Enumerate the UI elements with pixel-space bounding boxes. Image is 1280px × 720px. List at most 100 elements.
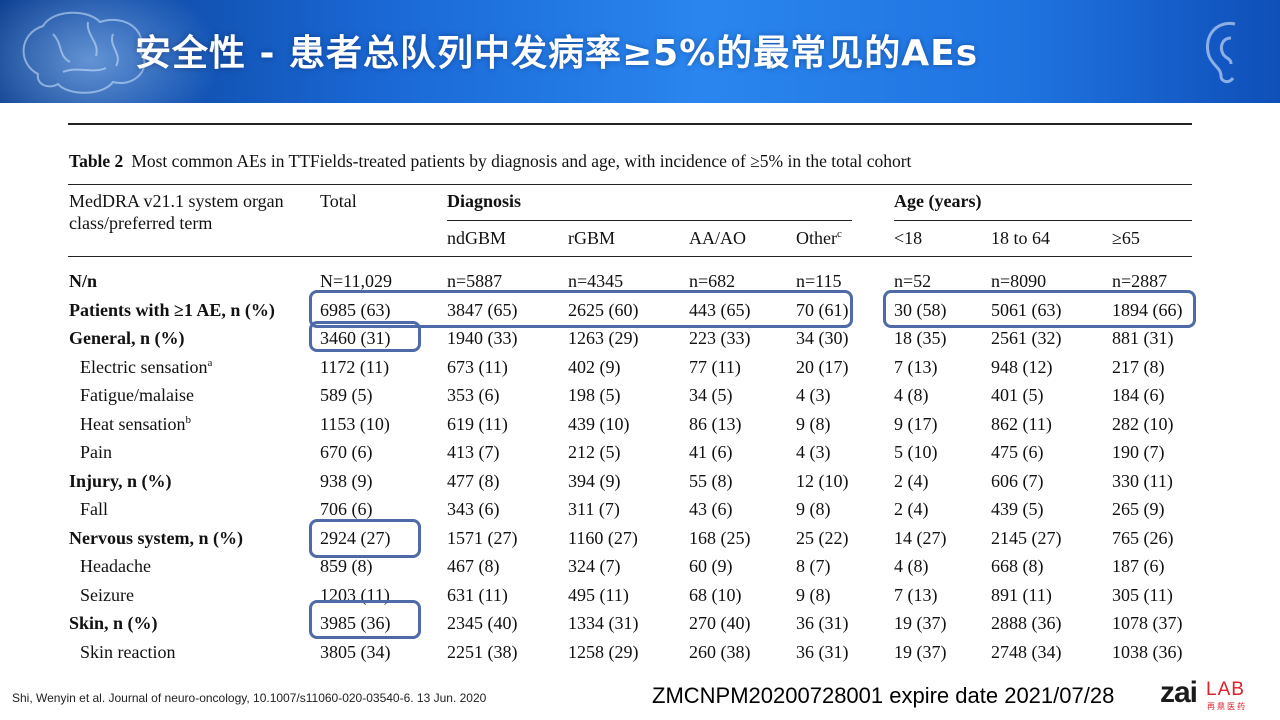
cell-total: 1172 (11) xyxy=(320,356,390,377)
row-term-text: General, n (%) xyxy=(69,328,185,348)
cell-total: 938 (9) xyxy=(320,470,373,491)
cell-65-plus: 881 (31) xyxy=(1112,328,1174,348)
cell-rgbm: 394 (9) xyxy=(568,470,621,491)
cell-18-to-64: 2888 (36) xyxy=(991,613,1062,633)
cell-ndgbm: 477 (8) xyxy=(447,470,500,491)
cell-other: 4 (3) xyxy=(796,442,831,462)
cell-under-18: 30 (58) xyxy=(894,299,947,320)
age-group-rule xyxy=(894,220,1192,221)
cell-total: 589 (5) xyxy=(320,385,373,405)
cell-65-plus: 1078 (37) xyxy=(1112,613,1183,633)
table-caption-label: Table 2 xyxy=(69,151,124,171)
cell-rgbm: 1334 (31) xyxy=(568,613,639,633)
cell-aa-ao: 77 (11) xyxy=(689,356,741,377)
header-age: Age (years) xyxy=(894,191,982,211)
brain-icon xyxy=(22,11,146,94)
row-term: Fall xyxy=(80,498,108,520)
cell-rgbm: 1258 (29) xyxy=(568,641,639,662)
row-term: Seizure xyxy=(80,584,134,606)
table-top-rule xyxy=(68,123,1192,125)
cell-ndgbm: 467 (8) xyxy=(447,556,500,576)
header-term-line2: class/preferred term xyxy=(69,213,213,233)
header-under-18: <18 xyxy=(894,228,923,248)
row-term-text: Seizure xyxy=(80,584,134,605)
cell-under-18: 5 (10) xyxy=(894,442,938,462)
cell-other: 12 (10) xyxy=(796,470,849,491)
cell-aa-ao: 60 (9) xyxy=(689,556,733,576)
header-diagnosis: Diagnosis xyxy=(447,191,522,211)
highlight-box-skin xyxy=(309,600,421,639)
row-term-text: N/n xyxy=(69,271,98,291)
row-term: Skin reaction xyxy=(80,641,175,663)
logo-sub: 再鼎医药 xyxy=(1207,702,1247,711)
header-18-to-64: 18 to 64 xyxy=(991,228,1051,248)
cell-under-18: 19 (37) xyxy=(894,613,947,633)
header-ndgbm: ndGBM xyxy=(447,228,507,248)
cell-under-18: 14 (27) xyxy=(894,527,947,548)
row-term-text: Pain xyxy=(80,442,113,462)
cell-total: 2924 (27) xyxy=(320,527,391,548)
row-term: Patients with ≥1 AE, n (%) xyxy=(69,299,275,321)
cell-other: 25 (22) xyxy=(796,527,849,548)
cell-ndgbm: 343 (6) xyxy=(447,499,500,519)
row-term: Headache xyxy=(80,555,151,577)
cell-65-plus: 330 (11) xyxy=(1112,470,1173,491)
cell-other: 34 (30) xyxy=(796,328,849,348)
cell-65-plus: 282 (10) xyxy=(1112,413,1174,434)
row-term-text: Heat sensation xyxy=(80,413,186,434)
cell-aa-ao: 86 (13) xyxy=(689,413,742,434)
cell-under-18: 4 (8) xyxy=(894,385,929,405)
row-term: General, n (%) xyxy=(69,327,184,349)
cell-18-to-64: 668 (8) xyxy=(991,556,1044,576)
cell-65-plus: n=2887 xyxy=(1112,271,1168,291)
row-term: N/n xyxy=(69,270,97,292)
cell-under-18: n=52 xyxy=(894,271,932,291)
row-term: Skin, n (%) xyxy=(69,612,158,634)
cell-aa-ao: 68 (10) xyxy=(689,584,742,605)
row-term: Electric sensationa xyxy=(80,356,212,378)
cell-18-to-64: 2561 (32) xyxy=(991,328,1062,348)
cell-18-to-64: 5061 (63) xyxy=(991,299,1062,320)
header-other-label: Other xyxy=(796,228,837,248)
cell-rgbm: 402 (9) xyxy=(568,356,621,377)
cell-total: 706 (6) xyxy=(320,499,373,519)
cell-ndgbm: 2345 (40) xyxy=(447,613,518,633)
cell-ndgbm: 2251 (38) xyxy=(447,641,518,662)
header-rgbm: rGBM xyxy=(568,228,616,248)
cell-aa-ao: 34 (5) xyxy=(689,385,733,405)
row-term: Nervous system, n (%) xyxy=(69,527,243,549)
cell-other: 9 (8) xyxy=(796,499,831,519)
cell-18-to-64: 2145 (27) xyxy=(991,527,1062,548)
cell-ndgbm: 353 (6) xyxy=(447,385,500,405)
cell-rgbm: 1160 (27) xyxy=(568,527,638,548)
ear-icon xyxy=(1206,21,1236,84)
cell-total: 3985 (36) xyxy=(320,613,391,633)
row-term-text: Headache xyxy=(80,556,151,576)
cell-under-18: 18 (35) xyxy=(894,328,947,348)
cell-18-to-64: 891 (11) xyxy=(991,584,1052,605)
row-term: Pain xyxy=(80,441,112,463)
cell-ndgbm: n=5887 xyxy=(447,271,503,291)
cell-under-18: 19 (37) xyxy=(894,641,947,662)
cell-aa-ao: 260 (38) xyxy=(689,641,751,662)
row-term-text: Fatigue/malaise xyxy=(80,385,194,405)
highlight-box-general xyxy=(309,321,421,352)
cell-total: 3805 (34) xyxy=(320,641,391,662)
header-aa-ao: AA/AO xyxy=(689,228,746,248)
cell-rgbm: 311 (7) xyxy=(568,499,620,519)
cell-65-plus: 1038 (36) xyxy=(1112,641,1183,662)
cell-18-to-64: 606 (7) xyxy=(991,470,1044,491)
row-term-text: Injury, n (%) xyxy=(69,470,172,491)
cell-other: n=115 xyxy=(796,271,842,291)
row-term-text: Fall xyxy=(80,499,109,519)
header-other-sup: c xyxy=(836,228,842,240)
cell-ndgbm: 1940 (33) xyxy=(447,328,518,348)
cell-total: 3460 (31) xyxy=(320,328,391,348)
row-term-text: Patients with ≥1 AE, n (%) xyxy=(69,299,275,320)
cell-other: 9 (8) xyxy=(796,413,831,434)
cell-rgbm: 198 (5) xyxy=(568,385,621,405)
cell-other: 8 (7) xyxy=(796,556,831,576)
diagnosis-group-rule xyxy=(447,220,852,221)
cell-ndgbm: 1571 (27) xyxy=(447,527,518,548)
cell-total: 6985 (63) xyxy=(320,299,391,320)
